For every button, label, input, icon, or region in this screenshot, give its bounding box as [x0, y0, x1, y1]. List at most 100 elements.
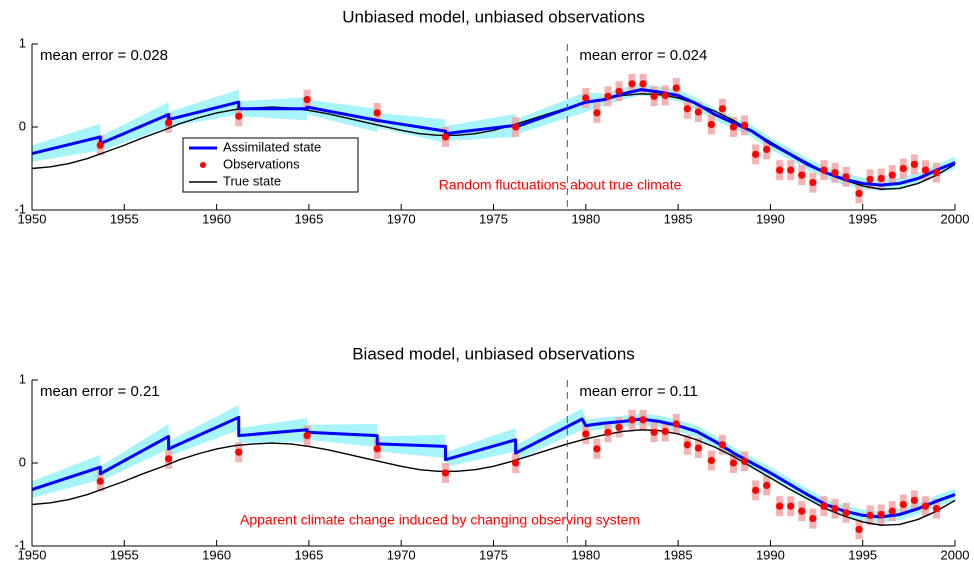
mean-error: mean error = 0.21	[40, 383, 160, 400]
observation	[888, 171, 896, 179]
observation	[694, 108, 703, 116]
observation	[593, 445, 601, 453]
observation	[763, 481, 771, 490]
observation	[932, 169, 941, 177]
observation	[512, 459, 520, 467]
y-tick-label: -1	[14, 201, 26, 216]
observation	[639, 416, 647, 424]
observation	[593, 109, 601, 117]
observation	[910, 496, 918, 504]
legend: Assimilated state Observations True state	[182, 137, 359, 193]
observation	[855, 189, 863, 197]
y-tick-label: 0	[19, 454, 26, 469]
observation	[899, 500, 907, 509]
observation	[877, 174, 885, 183]
observation	[672, 420, 680, 428]
x-tick-label: 1970	[387, 211, 416, 226]
x-tick-label: 1965	[294, 547, 323, 562]
observation	[441, 469, 450, 477]
mean-error: mean error = 0.11	[579, 383, 698, 400]
observation	[877, 510, 885, 519]
observation	[787, 166, 795, 174]
x-tick-label: 1985	[664, 547, 693, 562]
observation	[842, 509, 850, 517]
x-tick-label: 2000	[941, 211, 970, 226]
observation	[718, 105, 727, 113]
observation	[512, 123, 520, 131]
observation	[899, 164, 907, 173]
observation	[763, 145, 771, 154]
true-line	[31, 429, 956, 526]
observation	[683, 441, 691, 449]
observation	[373, 445, 381, 453]
observation	[615, 423, 623, 431]
observation	[661, 91, 669, 100]
observation	[798, 507, 806, 515]
annotation: Random fluctuations about true climate	[439, 177, 682, 193]
observation	[866, 511, 874, 519]
observation	[776, 502, 784, 510]
observation	[628, 80, 636, 88]
x-tick-label: 1975	[479, 547, 508, 562]
observation	[831, 505, 839, 513]
x-tick-label: 1960	[202, 211, 231, 226]
legend-label: True state	[223, 173, 281, 188]
observation	[932, 505, 941, 513]
observation	[855, 525, 863, 534]
legend-marker	[200, 162, 206, 168]
observation	[910, 160, 918, 168]
observation	[787, 502, 795, 510]
x-tick-label: 1965	[294, 211, 323, 226]
observation	[842, 173, 850, 181]
x-tick-label: 1985	[664, 211, 693, 226]
observation	[921, 166, 930, 174]
observation	[373, 109, 381, 117]
observation	[639, 80, 647, 88]
observation	[888, 507, 896, 515]
x-tick-label: 1950	[18, 547, 47, 562]
chart-title: Unbiased model, unbiased observations	[342, 7, 644, 26]
annotation: Apparent climate change induced by chang…	[240, 512, 640, 528]
observation	[303, 432, 311, 440]
observation	[165, 455, 173, 463]
assimilated-line	[31, 88, 956, 187]
x-tick-label: 1980	[571, 547, 600, 562]
x-tick-label: 2000	[941, 547, 970, 562]
chart-title: Biased model, unbiased observations	[352, 344, 635, 363]
x-tick-label: 1950	[18, 211, 47, 226]
x-tick-label: 1995	[848, 211, 877, 226]
observation	[752, 150, 760, 158]
observation	[694, 444, 703, 452]
observation	[740, 457, 749, 465]
observation	[707, 456, 715, 465]
x-tick-label: 1960	[202, 547, 231, 562]
x-tick-label: 1995	[848, 547, 877, 562]
observation	[921, 502, 930, 510]
y-tick-label: 1	[19, 35, 26, 50]
observation	[582, 430, 590, 438]
observation	[582, 94, 590, 102]
true-line	[31, 93, 956, 190]
observation	[831, 169, 839, 177]
observation	[683, 105, 691, 113]
observation	[96, 141, 104, 149]
observation	[604, 92, 612, 100]
observation	[628, 416, 636, 424]
observation	[672, 84, 680, 92]
legend-label: Observations	[223, 156, 300, 171]
x-tick-label: 1990	[756, 211, 785, 226]
observation	[441, 133, 450, 141]
observation	[235, 112, 243, 120]
observation	[809, 179, 817, 187]
observation	[661, 427, 669, 436]
x-tick-label: 1955	[110, 211, 139, 226]
observation	[650, 428, 658, 436]
observation	[604, 428, 612, 436]
x-tick-label: 1975	[479, 211, 508, 226]
observation	[809, 515, 817, 523]
observation	[729, 123, 738, 131]
x-tick-label: 1980	[571, 211, 600, 226]
observation	[235, 448, 243, 456]
observation	[615, 87, 623, 95]
x-tick-label: 1955	[110, 547, 139, 562]
